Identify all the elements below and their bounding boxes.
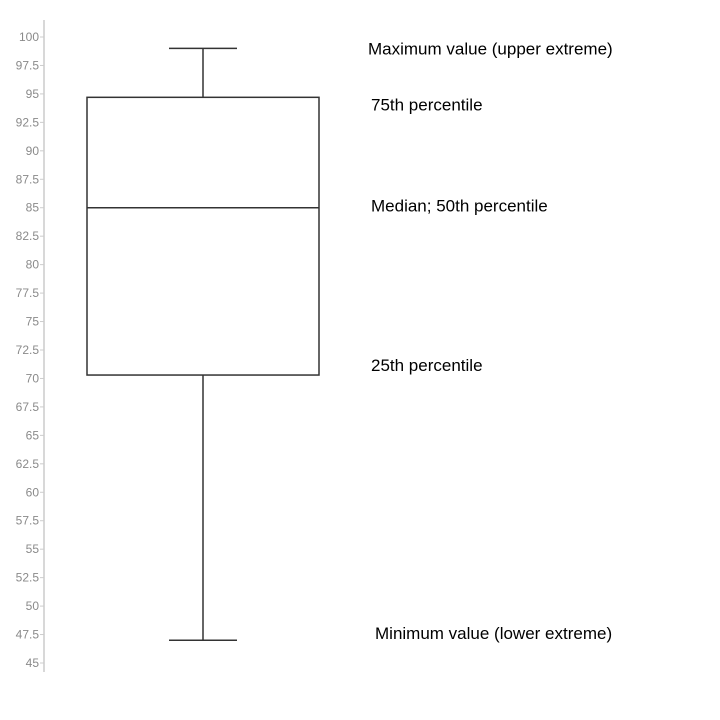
y-tick-label: 72.5 — [16, 343, 40, 357]
annotation-median: Median; 50th percentile — [371, 197, 548, 216]
y-tick-label: 92.5 — [16, 115, 40, 129]
annotation-max: Maximum value (upper extreme) — [368, 39, 613, 58]
annotation-q3: 75th percentile — [371, 95, 483, 114]
y-tick-label: 45 — [26, 656, 40, 670]
y-tick-label: 95 — [26, 87, 40, 101]
iqr-box — [86, 96, 320, 376]
y-tick-label: 80 — [26, 258, 40, 272]
y-tick-label: 77.5 — [16, 286, 40, 300]
y-tick-label: 82.5 — [16, 229, 40, 243]
y-tick-label: 85 — [26, 201, 40, 215]
y-tick-label: 75 — [26, 315, 40, 329]
y-tick-label: 87.5 — [16, 172, 40, 186]
y-tick-label: 47.5 — [16, 628, 40, 642]
y-tick-label: 52.5 — [16, 571, 40, 585]
y-tick-label: 62.5 — [16, 457, 40, 471]
y-tick-label: 55 — [26, 542, 40, 556]
annotation-q1: 25th percentile — [371, 356, 483, 375]
y-tick-label: 90 — [26, 144, 40, 158]
y-tick-label: 60 — [26, 485, 40, 499]
y-tick-label: 97.5 — [16, 58, 40, 72]
y-tick-label: 67.5 — [16, 400, 40, 414]
annotation-min: Minimum value (lower extreme) — [375, 624, 612, 643]
y-tick-label: 70 — [26, 371, 40, 385]
y-tick-label: 100 — [19, 30, 39, 44]
y-tick-label: 65 — [26, 428, 40, 442]
y-tick-label: 50 — [26, 599, 40, 613]
y-tick-label: 57.5 — [16, 514, 40, 528]
